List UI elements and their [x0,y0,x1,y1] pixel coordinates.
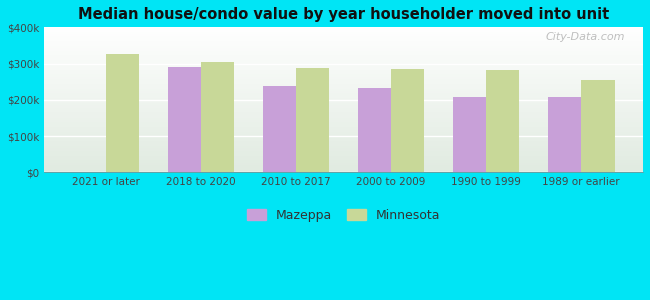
Bar [106,55,139,172]
Bar [581,80,614,172]
Text: City-Data.com: City-Data.com [545,32,625,42]
Bar [486,70,519,172]
Bar [548,97,581,172]
Bar [296,68,330,172]
Bar [201,62,234,172]
Legend: Mazeppa, Minnesota: Mazeppa, Minnesota [242,204,445,227]
Bar [391,69,424,172]
Bar [358,88,391,172]
Title: Median house/condo value by year householder moved into unit: Median house/condo value by year househo… [78,7,609,22]
Bar [263,86,296,172]
Bar [168,67,201,172]
Bar [453,97,486,172]
